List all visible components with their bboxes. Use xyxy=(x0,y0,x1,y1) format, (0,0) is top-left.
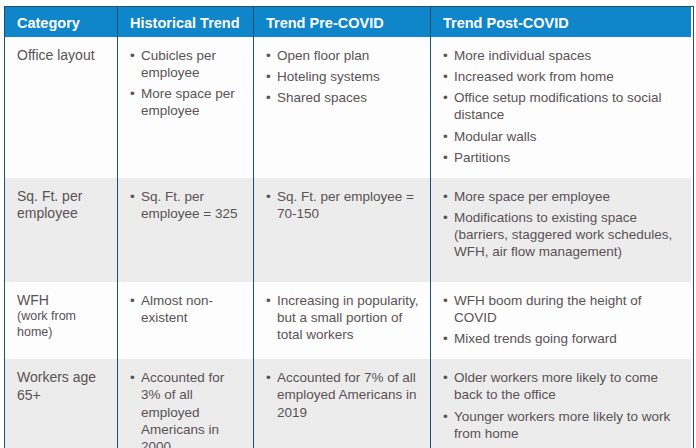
bullet-list: Sq. Ft. per employee = 70-150 xyxy=(266,188,422,222)
bullet-item: WFH boom during the height of COVID xyxy=(443,292,683,326)
bullet-item: Cubicles per employee xyxy=(130,47,245,81)
table-row: WFH(work from home) Almost non-existent In… xyxy=(5,282,693,359)
column-header-trend-post-covid: Trend Post-COVID xyxy=(430,7,691,37)
category-label: Office layout xyxy=(17,47,95,63)
column-header-trend-pre-covid: Trend Pre-COVID xyxy=(253,7,430,37)
bullet-list: Accounted for 7% of all employed America… xyxy=(266,369,422,420)
trend-post-covid-cell: Older workers more likely to come back t… xyxy=(430,359,691,448)
category-sublabel: (work from home) xyxy=(17,309,111,340)
bullet-list: Almost non-existent xyxy=(130,292,245,326)
bullet-item: Modifications to existing space (barrier… xyxy=(443,209,683,260)
category-label: WFH xyxy=(17,292,49,308)
historical-trend-cell: Accounted for 3% of all employed America… xyxy=(117,359,253,448)
bullet-item: More space per employee xyxy=(443,188,683,205)
table-row: Sq. Ft. per employee Sq. Ft. per employee… xyxy=(5,178,693,282)
trend-pre-covid-cell: Increasing in popularity, but a small po… xyxy=(253,282,430,359)
column-header-historical-trend: Historical Trend xyxy=(117,7,253,37)
trend-post-covid-cell: More space per employee Modifications to … xyxy=(430,178,691,282)
historical-trend-cell: Sq. Ft. per employee = 325 xyxy=(117,178,253,282)
bullet-list: More space per employee Modifications to … xyxy=(443,188,683,261)
column-header-category: Category xyxy=(5,7,117,37)
bullet-item: Sq. Ft. per employee = 70-150 xyxy=(266,188,422,222)
bullet-item: Hoteling systems xyxy=(266,68,422,85)
bullet-item: Modular walls xyxy=(443,128,683,145)
bullet-item: Shared spaces xyxy=(266,89,422,106)
bullet-list: More individual spaces Increased work fro… xyxy=(443,47,683,166)
bullet-item: Open floor plan xyxy=(266,47,422,64)
covid-office-trends-table: Category Historical Trend Trend Pre-COVI… xyxy=(4,6,694,448)
bullet-item: Accounted for 3% of all employed America… xyxy=(130,369,245,448)
category-cell: Sq. Ft. per employee xyxy=(5,178,117,282)
historical-trend-cell: Cubicles per employee More space per empl… xyxy=(117,37,253,178)
bullet-item: More space per employee xyxy=(130,85,245,119)
bullet-item: Office setup modifications to social dis… xyxy=(443,89,683,123)
trend-pre-covid-cell: Open floor plan Hoteling systems Shared sp… xyxy=(253,37,430,178)
bullet-item: Older workers more likely to come back t… xyxy=(443,369,683,403)
category-cell: Workers age 65+ xyxy=(5,359,117,448)
bullet-item: Accounted for 7% of all employed America… xyxy=(266,369,422,420)
bullet-list: Cubicles per employee More space per empl… xyxy=(130,47,245,120)
trend-pre-covid-cell: Accounted for 7% of all employed America… xyxy=(253,359,430,448)
category-label: Sq. Ft. per employee xyxy=(17,188,82,222)
bullet-list: Increasing in popularity, but a small po… xyxy=(266,292,422,343)
historical-trend-cell: Almost non-existent xyxy=(117,282,253,359)
trend-post-covid-cell: More individual spaces Increased work fro… xyxy=(430,37,691,178)
trend-post-covid-cell: WFH boom during the height of COVID Mixed… xyxy=(430,282,691,359)
bullet-item: Mixed trends going forward xyxy=(443,330,683,347)
bullet-item: Partitions xyxy=(443,149,683,166)
table-row: Office layout Cubicles per employee More s… xyxy=(5,37,693,178)
table-row: Workers age 65+ Accounted for 3% of all e… xyxy=(5,359,693,448)
bullet-list: Sq. Ft. per employee = 325 xyxy=(130,188,245,222)
bullet-list: WFH boom during the height of COVID Mixed… xyxy=(443,292,683,347)
table-header-row: Category Historical Trend Trend Pre-COVI… xyxy=(5,7,693,37)
bullet-item: More individual spaces xyxy=(443,47,683,64)
bullet-item: Increasing in popularity, but a small po… xyxy=(266,292,422,343)
trend-pre-covid-cell: Sq. Ft. per employee = 70-150 xyxy=(253,178,430,282)
bullet-list: Open floor plan Hoteling systems Shared sp… xyxy=(266,47,422,106)
category-cell: WFH(work from home) xyxy=(5,282,117,359)
bullet-item: Increased work from home xyxy=(443,68,683,85)
bullet-item: Almost non-existent xyxy=(130,292,245,326)
bullet-list: Accounted for 3% of all employed America… xyxy=(130,369,245,448)
category-label: Workers age 65+ xyxy=(17,369,96,403)
bullet-item: Sq. Ft. per employee = 325 xyxy=(130,188,245,222)
bullet-list: Older workers more likely to come back t… xyxy=(443,369,683,442)
bullet-item: Younger workers more likely to work from… xyxy=(443,408,683,442)
category-cell: Office layout xyxy=(5,37,117,178)
